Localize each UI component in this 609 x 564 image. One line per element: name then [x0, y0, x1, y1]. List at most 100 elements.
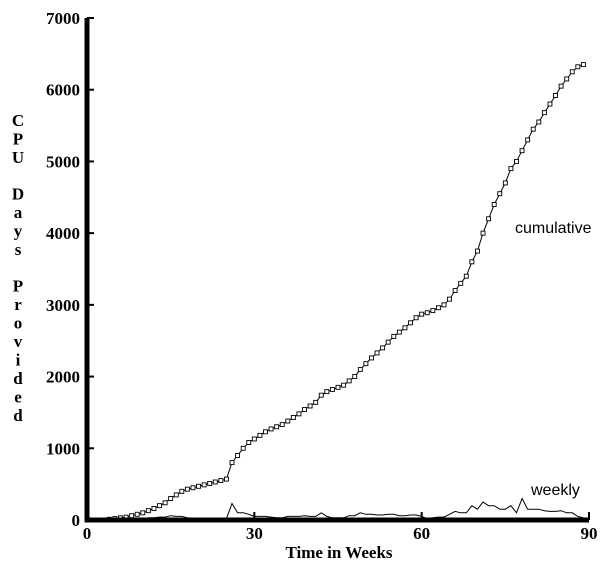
data-point: [369, 355, 374, 361]
data-point: [335, 384, 341, 390]
data-point: [162, 500, 168, 506]
y-tick-label: 1000: [46, 439, 80, 458]
y-axis-title-char: o: [14, 314, 23, 333]
data-point: [179, 488, 185, 494]
data-point: [363, 361, 369, 367]
data-point: [341, 382, 347, 388]
data-point: [374, 350, 380, 356]
data-point: [580, 62, 586, 68]
data-point: [452, 288, 458, 293]
data-point: [569, 69, 575, 75]
data-point: [279, 422, 285, 428]
x-tick-label: 0: [83, 524, 92, 543]
y-axis-title-char: s: [15, 240, 22, 259]
y-tick-label: 2000: [46, 368, 80, 387]
data-point: [514, 158, 519, 164]
data-point: [424, 310, 430, 316]
data-point: [491, 202, 497, 207]
x-tick-label: 90: [581, 524, 598, 543]
data-point: [324, 389, 330, 395]
data-point: [385, 339, 391, 345]
data-point: [525, 137, 531, 143]
data-point: [307, 403, 313, 409]
data-point: [218, 478, 224, 484]
data-point: [173, 492, 179, 498]
data-point: [251, 436, 257, 442]
data-point: [290, 414, 296, 420]
y-tick-label: 5000: [46, 152, 80, 171]
data-point: [396, 329, 402, 335]
data-point: [268, 426, 274, 432]
y-axis-title-char: D: [12, 185, 24, 204]
data-point: [235, 453, 241, 458]
series-line-weekly: [87, 497, 584, 521]
data-point: [190, 485, 196, 491]
data-point: [329, 387, 335, 392]
data-point: [145, 508, 151, 514]
y-tick-label: 4000: [46, 224, 80, 243]
data-point: [541, 110, 547, 116]
data-point: [558, 83, 564, 89]
data-point: [263, 429, 268, 435]
data-point: [380, 345, 386, 351]
series-label-weekly: weekly: [530, 482, 580, 499]
y-tick-label: 0: [72, 511, 81, 530]
data-point: [547, 101, 553, 107]
y-axis-title-char: r: [14, 295, 22, 314]
data-point: [223, 476, 229, 482]
series-line-cumulative: [87, 64, 584, 521]
data-point: [346, 378, 352, 384]
data-point: [129, 513, 135, 519]
data-point: [463, 273, 469, 279]
y-axis-title-char: y: [14, 222, 23, 241]
data-point: [196, 483, 202, 489]
y-axis-title-char: d: [13, 369, 23, 388]
y-tick-label: 6000: [46, 81, 80, 100]
data-point: [229, 460, 235, 466]
data-point: [419, 311, 425, 317]
data-point: [536, 119, 542, 125]
x-tick-label: 30: [246, 524, 263, 543]
y-tick-label: 7000: [46, 9, 80, 28]
y-tick-group: 0 1000 2000 3000 4000 5000 6000 7000: [46, 9, 94, 530]
y-tick-label: 3000: [46, 296, 80, 315]
data-point: [502, 180, 508, 186]
data-point: [157, 503, 162, 509]
data-point: [313, 399, 319, 405]
data-point: [357, 366, 363, 372]
data-point: [296, 411, 302, 417]
data-point: [486, 216, 492, 222]
data-point: [257, 432, 263, 438]
data-point: [240, 445, 246, 451]
data-point: [413, 315, 419, 321]
y-axis-title-char: i: [16, 351, 21, 370]
y-axis-title-char: C: [12, 111, 24, 130]
data-point: [435, 305, 441, 311]
data-point: [140, 510, 146, 516]
data-point: [184, 486, 190, 492]
data-point: [480, 230, 486, 236]
data-point: [274, 424, 280, 430]
data-point: [391, 333, 397, 339]
series-label-cumulative: cumulative: [515, 220, 592, 237]
y-axis-title-char: a: [14, 203, 23, 222]
y-axis-title-char: d: [13, 406, 23, 425]
data-point: [474, 248, 480, 254]
data-point: [134, 511, 140, 517]
data-point: [318, 392, 324, 398]
data-point: [302, 407, 307, 413]
data-point: [201, 482, 207, 488]
data-point: [553, 93, 558, 98]
data-point: [530, 126, 536, 132]
x-tick-group: 0 30 60 90: [83, 512, 598, 543]
y-axis-title-char: v: [14, 332, 23, 351]
y-axis-title-char: U: [12, 148, 24, 167]
data-point: [575, 64, 581, 70]
data-point: [441, 302, 447, 308]
data-point: [430, 308, 436, 314]
data-point: [402, 325, 408, 331]
y-axis-title-char: e: [14, 388, 22, 407]
data-point: [497, 191, 503, 197]
